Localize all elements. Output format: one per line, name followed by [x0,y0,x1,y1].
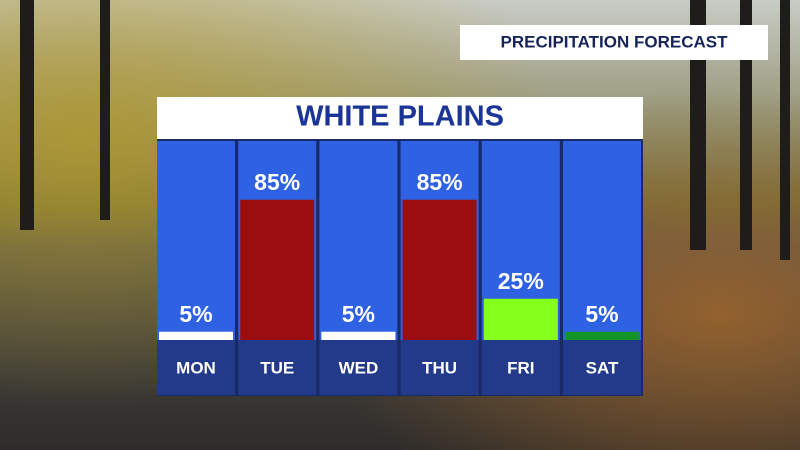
day-band [157,340,235,395]
day-band [319,340,398,395]
value-label: 25% [498,268,544,294]
day-band [400,340,479,395]
tag-box [460,25,768,60]
bar [402,199,477,340]
panel [157,139,643,396]
value-label: 85% [254,169,300,195]
day-band [563,340,641,395]
column [319,141,398,340]
value-label: 5% [342,301,375,327]
bar [240,199,315,340]
x-tick-label: TUE [260,358,294,377]
value-label: 85% [417,169,463,195]
x-tick-label: SAT [586,358,619,377]
x-tick-label: THU [422,358,457,377]
value-label: 5% [179,301,212,327]
bar [483,298,558,340]
x-tick-label: WED [339,358,379,377]
title-box [157,97,643,139]
x-tick-label: FRI [507,358,534,377]
bar [159,331,233,340]
value-label: 5% [585,301,618,327]
day-band [238,340,317,395]
chart-title: WHITE PLAINS [296,101,504,133]
x-tick-label: MON [176,358,216,377]
background-trees [20,0,790,260]
bar [321,331,396,340]
column [563,141,641,340]
bar [565,331,639,340]
day-band [481,340,560,395]
column [157,141,235,340]
tag: PRECIPITATION FORECAST [501,32,729,51]
